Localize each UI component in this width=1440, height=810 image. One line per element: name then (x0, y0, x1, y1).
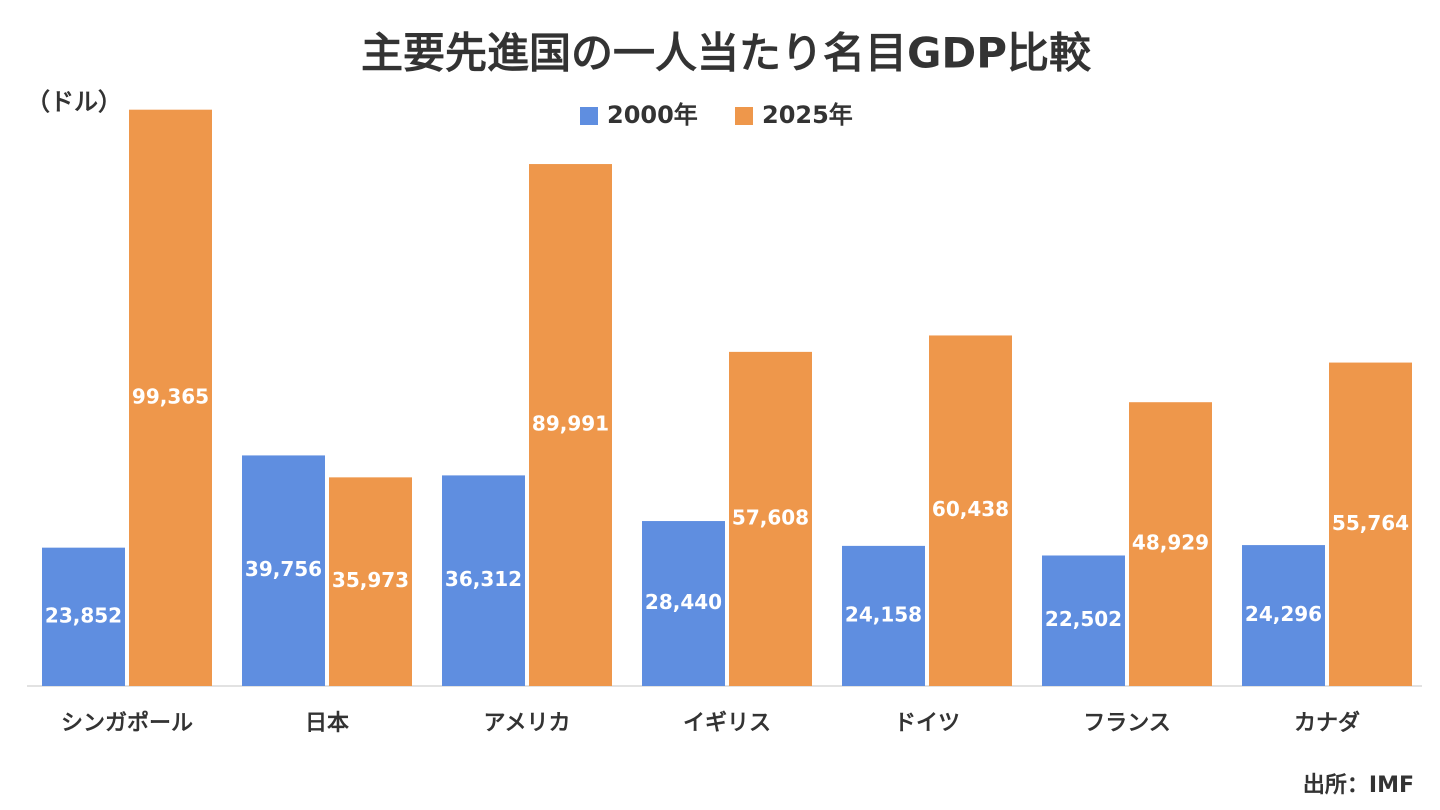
bar (129, 109, 212, 687)
data-label: 39,756 (245, 557, 322, 581)
x-tick-label: イギリス (683, 711, 771, 736)
data-label: 48,929 (1132, 531, 1209, 555)
data-label: 89,991 (532, 412, 609, 436)
data-label: 22,502 (1045, 607, 1122, 631)
x-tick-label: アメリカ (484, 711, 571, 736)
bar (1329, 362, 1412, 686)
bar (529, 164, 612, 687)
data-label: 35,973 (332, 568, 409, 592)
bar (842, 545, 925, 686)
bar (729, 351, 812, 686)
data-label: 28,440 (645, 590, 722, 614)
legend-label: 2000年 (607, 101, 698, 129)
data-label: 24,296 (1245, 602, 1322, 626)
x-tick-label: シンガポール (61, 710, 193, 736)
x-tick-label: カナダ (1294, 710, 1360, 736)
bar (42, 547, 125, 686)
y-axis-unit: （ドル） (26, 88, 122, 116)
legend-swatch (580, 107, 598, 125)
bar (929, 335, 1012, 686)
data-label: 60,438 (932, 497, 1009, 521)
bar (1042, 555, 1125, 686)
x-tick-label: 日本 (305, 711, 349, 736)
legend-swatch (735, 107, 753, 125)
data-label: 57,608 (732, 505, 809, 529)
data-label: 36,312 (445, 567, 522, 591)
bar (1242, 545, 1325, 686)
data-label: 23,852 (45, 603, 122, 627)
bar (329, 477, 412, 686)
bar (1129, 402, 1212, 686)
source-note: 出所：IMF (1303, 773, 1414, 798)
chart-title: 主要先進国の一人当たり名目GDP比較 (361, 29, 1092, 78)
data-label: 99,365 (132, 384, 209, 408)
legend-label: 2025年 (762, 101, 853, 129)
x-tick-label: ドイツ (894, 711, 960, 736)
data-label: 55,764 (1332, 511, 1409, 535)
bar (442, 475, 525, 686)
x-tick-label: フランス (1083, 711, 1171, 736)
bar (242, 455, 325, 686)
bar (642, 521, 725, 686)
data-label: 24,158 (845, 602, 922, 626)
